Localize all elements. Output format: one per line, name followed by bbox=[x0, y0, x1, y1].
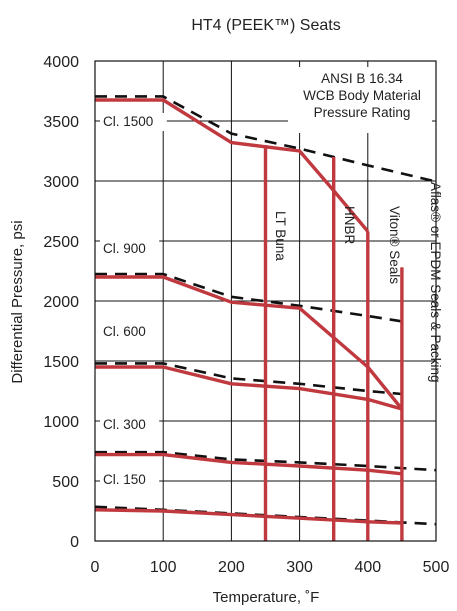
ansi-annotation: ANSI B 16.34 WCB Body Material Pressure Ra… bbox=[288, 67, 432, 133]
plot-border bbox=[94, 60, 437, 542]
class-label-background bbox=[100, 240, 160, 258]
seat-rating-line-cl-150 bbox=[94, 508, 402, 525]
plot-frame bbox=[94, 60, 437, 542]
body-rating-line-cl-600 bbox=[95, 362, 403, 396]
x-tick-label: 500 bbox=[423, 559, 450, 576]
class-label-background bbox=[100, 323, 160, 341]
seat-rating-line-cl-600 bbox=[95, 365, 403, 411]
body-rating-line-cl-1500 bbox=[95, 95, 437, 183]
x-tick-label: 300 bbox=[286, 559, 313, 576]
y-tick-label: 500 bbox=[52, 474, 79, 491]
x-tick-label: 100 bbox=[150, 559, 177, 576]
y-axis-label: Differential Pressure, psi bbox=[9, 220, 26, 383]
seal-label-viton-seals: Viton® Seals bbox=[387, 206, 402, 284]
class-label-cl-150: Cl. 150 bbox=[100, 471, 160, 489]
y-tick-label: 2000 bbox=[43, 294, 79, 311]
class-label-text: Cl. 600 bbox=[103, 324, 146, 339]
class-label-cl-1500: Cl. 1500 bbox=[100, 113, 167, 131]
chart-labels: Cl. 1500 Cl. 900 Cl. 600 Cl. 300 Cl. 150 ANSI… bbox=[100, 67, 443, 489]
class-label-text: Cl. 150 bbox=[103, 472, 146, 487]
class-label-cl-900: Cl. 900 bbox=[100, 240, 160, 258]
y-tick-label: 4000 bbox=[43, 54, 79, 71]
class-label-text: Cl. 1500 bbox=[103, 114, 153, 129]
class-label-text: Cl. 300 bbox=[103, 417, 146, 432]
y-tick-label: 3500 bbox=[43, 114, 79, 131]
seat-rating-lines bbox=[94, 98, 404, 525]
y-tick-label: 1500 bbox=[43, 354, 79, 371]
class-label-background bbox=[100, 113, 167, 131]
tick-labels: 0 100 200 300 400 500 0 500 1000 1500 2000 2500 3000… bbox=[43, 54, 449, 576]
y-tick-label: 2500 bbox=[43, 234, 79, 251]
class-label-cl-300: Cl. 300 bbox=[100, 416, 160, 434]
x-tick-label: 0 bbox=[91, 559, 100, 576]
body-rating-line-cl-900 bbox=[95, 272, 403, 323]
class-label-background bbox=[100, 416, 160, 434]
chart-title: HT4 (PEEK™) Seats bbox=[191, 17, 340, 34]
class-label-background bbox=[100, 471, 160, 489]
class-label-cl-600: Cl. 600 bbox=[100, 323, 160, 341]
y-tick-label: 0 bbox=[70, 534, 79, 551]
annotation-background bbox=[288, 67, 432, 133]
annotation-line: Pressure Rating bbox=[314, 105, 411, 120]
x-tick-label: 200 bbox=[218, 559, 245, 576]
y-tick-label: 3000 bbox=[43, 174, 79, 191]
y-tick-label: 1000 bbox=[43, 414, 79, 431]
x-tick-label: 400 bbox=[354, 559, 381, 576]
annotation-line: WCB Body Material bbox=[303, 88, 421, 103]
seal-label-hnbr: HNBR bbox=[342, 206, 357, 245]
x-axis-label: Temperature, ˚F bbox=[213, 589, 320, 606]
seal-label-lt-buna: LT Buna bbox=[273, 211, 288, 261]
seal-label-aflas-or-epdm-seals-packing: Aflas® or EPDM Seals & Packing bbox=[428, 182, 443, 383]
seal-limit-lines bbox=[263, 145, 404, 541]
annotation-line: ANSI B 16.34 bbox=[321, 71, 403, 86]
class-label-text: Cl. 900 bbox=[103, 241, 146, 256]
